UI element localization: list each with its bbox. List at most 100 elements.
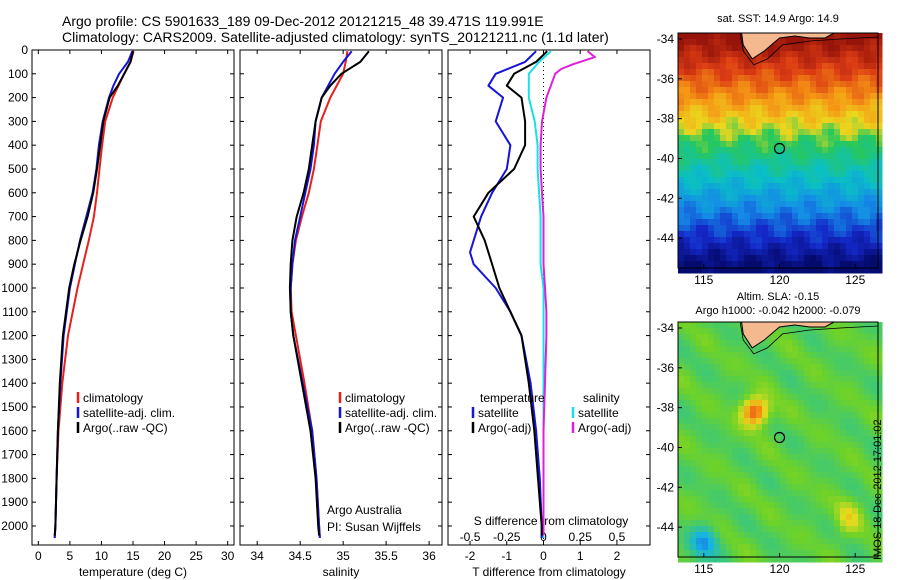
map-cell [696, 87, 703, 94]
map-cell [750, 394, 757, 401]
map-cell [810, 219, 817, 226]
map-cell [864, 105, 871, 112]
map-cell [804, 382, 811, 389]
map-cell [834, 237, 841, 244]
map-cell [732, 213, 739, 220]
map-cell [810, 454, 817, 461]
map-cell [756, 418, 763, 425]
map-cell [714, 448, 721, 455]
map-cell [858, 472, 865, 479]
map-cell [720, 45, 727, 52]
map-cell [726, 267, 733, 274]
map-cell [858, 117, 865, 124]
map-cell [870, 183, 877, 190]
map-cell [708, 123, 715, 130]
map-cell [804, 231, 811, 238]
map-cell [858, 51, 865, 58]
map-cell [714, 231, 721, 238]
map-cell [696, 165, 703, 172]
map-cell [726, 87, 733, 94]
map-cell [786, 123, 793, 130]
map-cell [750, 69, 757, 76]
map-cell [786, 514, 793, 521]
map-cell [762, 123, 769, 130]
map-cell [774, 135, 781, 142]
map-cell [792, 334, 799, 341]
map-cell [744, 123, 751, 130]
map-cell [732, 370, 739, 377]
map-cell [828, 490, 835, 497]
map-cell [804, 51, 811, 58]
map-cell [816, 267, 823, 274]
map-cell [828, 550, 835, 557]
map-cell [756, 183, 763, 190]
map-cell [798, 87, 805, 94]
map-cell [858, 400, 865, 407]
map-cell [816, 370, 823, 377]
map-cell [876, 135, 883, 142]
map-cell [744, 478, 751, 485]
map-cell [702, 117, 709, 124]
map-cell [744, 496, 751, 503]
y-tick-label: 700 [8, 210, 28, 224]
map-cell [834, 544, 841, 551]
map-cell [834, 514, 841, 521]
map-cell [774, 249, 781, 256]
map-cell [804, 177, 811, 184]
map-cell [726, 544, 733, 551]
legend-label-diff-sal: Argo(-adj) [578, 421, 631, 435]
map-cell [690, 249, 697, 256]
map-cell [822, 496, 829, 503]
map-cell [834, 165, 841, 172]
map-cell [852, 412, 859, 419]
map-cell [744, 129, 751, 136]
map-cell [804, 430, 811, 437]
map-cell [870, 508, 877, 515]
map-cell [732, 364, 739, 371]
map-cell [732, 189, 739, 196]
map-cell [792, 502, 799, 509]
map-cell [828, 105, 835, 112]
map-cell [768, 135, 775, 142]
map-cell [780, 153, 787, 160]
map-cell [840, 51, 847, 58]
map-cell [690, 370, 697, 377]
map-cell [762, 508, 769, 515]
map-cell [702, 544, 709, 551]
map-cell [684, 430, 691, 437]
map-cell [684, 45, 691, 52]
map-cell [876, 171, 883, 178]
map-cell [762, 135, 769, 142]
map-cell [732, 448, 739, 455]
map-cell [804, 165, 811, 172]
map-cell [714, 334, 721, 341]
map-cell [858, 334, 865, 341]
map-cell [702, 99, 709, 106]
map-cell [750, 496, 757, 503]
map-cell [870, 388, 877, 395]
map-cell [738, 424, 745, 431]
map-cell [876, 544, 883, 551]
map-cell [690, 436, 697, 443]
map-cell [738, 99, 745, 106]
map-cell [714, 261, 721, 268]
map-cell [840, 424, 847, 431]
map-cell [810, 502, 817, 509]
map-cell [756, 243, 763, 250]
map-cell [726, 502, 733, 509]
map-cell [768, 544, 775, 551]
map-cell [876, 75, 883, 82]
map-cell [696, 544, 703, 551]
map-cell [858, 412, 865, 419]
map-cell [828, 358, 835, 365]
map-cell [798, 550, 805, 557]
map-cell [864, 328, 871, 335]
map-cell [816, 538, 823, 545]
map-cell [852, 436, 859, 443]
map-cell [708, 460, 715, 467]
map-cell [852, 388, 859, 395]
map-cell [816, 93, 823, 100]
map-cell [756, 171, 763, 178]
map-cell [744, 189, 751, 196]
map-cell [858, 454, 865, 461]
